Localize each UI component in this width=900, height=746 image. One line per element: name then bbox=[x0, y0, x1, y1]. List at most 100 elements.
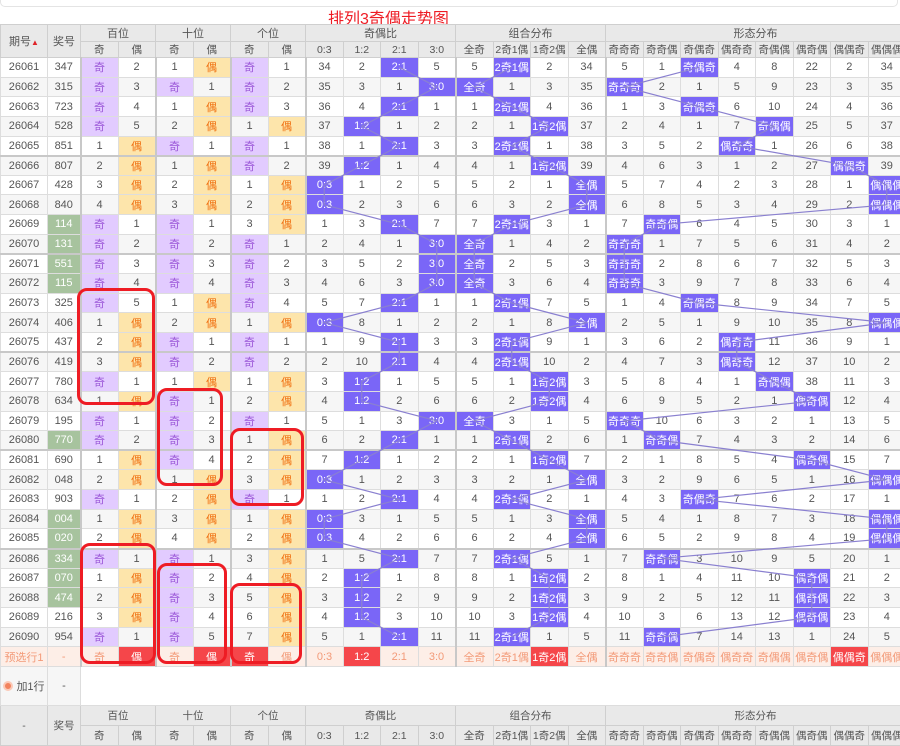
column-header[interactable]: 奇偶偶 bbox=[756, 726, 794, 746]
hit-cell: 0:3 bbox=[306, 470, 344, 490]
column-header[interactable]: 奇偶偶 bbox=[756, 42, 794, 58]
column-header[interactable]: 奇 bbox=[81, 42, 119, 58]
column-header[interactable]: 偶 bbox=[118, 726, 156, 746]
miss-count-cell: 2 bbox=[756, 411, 794, 431]
column-header[interactable]: 偶偶奇 bbox=[831, 42, 869, 58]
miss-count-cell: 34 bbox=[306, 58, 344, 78]
column-header[interactable]: 奇 bbox=[81, 726, 119, 746]
preselect-option[interactable]: 0:3 bbox=[306, 647, 344, 667]
annotation-box bbox=[80, 543, 156, 664]
issue-cell: 26079 bbox=[1, 411, 48, 431]
preselect-option[interactable]: 1:2 bbox=[343, 647, 381, 667]
miss-count-cell: 4 bbox=[568, 391, 606, 411]
number-cell: 419 bbox=[48, 352, 81, 372]
miss-count-cell: 2 bbox=[381, 529, 419, 549]
miss-count-cell: 4 bbox=[718, 215, 756, 235]
preselect-option[interactable]: 1奇2偶 bbox=[531, 647, 569, 667]
column-header[interactable]: 偶偶奇 bbox=[831, 726, 869, 746]
column-header[interactable]: 2:1 bbox=[381, 726, 419, 746]
column-header[interactable]: 0:3 bbox=[306, 726, 344, 746]
preselect-option[interactable]: 2:1 bbox=[381, 647, 419, 667]
preselect-option[interactable]: 偶奇奇 bbox=[718, 647, 756, 667]
column-header[interactable]: 1奇2偶 bbox=[531, 726, 569, 746]
preselect-option[interactable]: 3:0 bbox=[418, 647, 456, 667]
column-header[interactable]: 全偶 bbox=[568, 726, 606, 746]
column-header[interactable]: 全奇 bbox=[456, 42, 494, 58]
miss-count-cell: 18 bbox=[831, 509, 869, 529]
column-header[interactable]: 偶 bbox=[193, 42, 231, 58]
number-cell: 347 bbox=[48, 58, 81, 78]
preselect-option[interactable]: 偶偶偶 bbox=[868, 647, 900, 667]
column-header[interactable]: 偶 bbox=[268, 726, 306, 746]
issue-cell: 26071 bbox=[1, 254, 48, 274]
miss-count-cell: 2 bbox=[606, 313, 644, 333]
preselect-option[interactable]: 奇偶奇 bbox=[681, 647, 719, 667]
add-row-button[interactable]: 加1行 bbox=[1, 667, 48, 706]
column-header[interactable]: 奇 bbox=[231, 42, 269, 58]
hit-cell: 2奇1偶 bbox=[493, 215, 531, 235]
preselect-option[interactable]: 奇奇奇 bbox=[606, 647, 644, 667]
issue-header[interactable]: 期号▲ bbox=[1, 25, 48, 58]
column-header[interactable]: 奇 bbox=[231, 726, 269, 746]
column-header[interactable]: 2奇1偶 bbox=[493, 42, 531, 58]
miss-count-cell: 4 bbox=[606, 156, 644, 176]
preselect-option[interactable]: 2奇1偶 bbox=[493, 647, 531, 667]
sort-icon[interactable]: ▲ bbox=[31, 38, 39, 47]
miss-count-cell: 1 bbox=[643, 58, 681, 78]
column-header[interactable]: 偶奇奇 bbox=[718, 42, 756, 58]
preselect-option[interactable]: 偶奇偶 bbox=[793, 647, 831, 667]
hit-cell: 偶 bbox=[193, 175, 231, 195]
column-header[interactable]: 奇偶奇 bbox=[681, 726, 719, 746]
column-header[interactable]: 全偶 bbox=[568, 42, 606, 58]
preselect-option[interactable]: 奇奇偶 bbox=[643, 647, 681, 667]
miss-count-cell: 3 bbox=[681, 549, 719, 569]
column-header[interactable]: 全奇 bbox=[456, 726, 494, 746]
column-header[interactable]: 偶偶偶 bbox=[868, 726, 900, 746]
number-cell: 851 bbox=[48, 136, 81, 156]
preselect-label[interactable]: 预选行1 bbox=[1, 647, 48, 667]
column-header[interactable]: 2:1 bbox=[381, 42, 419, 58]
column-header[interactable]: 1:2 bbox=[343, 42, 381, 58]
miss-count-cell: 4 bbox=[118, 97, 156, 117]
column-header[interactable]: 1奇2偶 bbox=[531, 42, 569, 58]
hit-cell: 奇 bbox=[81, 431, 119, 451]
column-header[interactable]: 0:3 bbox=[306, 42, 344, 58]
column-header[interactable]: 偶奇偶 bbox=[793, 42, 831, 58]
column-header[interactable]: 3:0 bbox=[418, 726, 456, 746]
hit-cell: 全奇 bbox=[456, 234, 494, 254]
column-header[interactable]: 偶奇偶 bbox=[793, 726, 831, 746]
preselect-option[interactable]: 全奇 bbox=[456, 647, 494, 667]
column-header[interactable]: 奇奇奇 bbox=[606, 42, 644, 58]
hit-cell: 偶 bbox=[193, 529, 231, 549]
column-header[interactable]: 偶奇奇 bbox=[718, 726, 756, 746]
column-header[interactable]: 奇 bbox=[156, 726, 194, 746]
column-header[interactable]: 奇奇偶 bbox=[643, 726, 681, 746]
hit-cell: 奇 bbox=[231, 293, 269, 313]
group-header: 奇偶比 bbox=[306, 706, 456, 726]
miss-count-cell: 21 bbox=[831, 568, 869, 588]
preselect-option[interactable]: 奇偶偶 bbox=[756, 647, 794, 667]
miss-count-cell: 9 bbox=[456, 588, 494, 608]
column-header[interactable]: 2奇1偶 bbox=[493, 726, 531, 746]
column-header[interactable]: 1:2 bbox=[343, 726, 381, 746]
column-header[interactable]: 3:0 bbox=[418, 42, 456, 58]
miss-count-cell: 6 bbox=[643, 156, 681, 176]
hit-cell: 0:3 bbox=[306, 509, 344, 529]
miss-count-cell: 7 bbox=[681, 234, 719, 254]
column-header[interactable]: 偶 bbox=[118, 42, 156, 58]
preselect-option[interactable]: 全偶 bbox=[568, 647, 606, 667]
hit-cell: 1奇2偶 bbox=[531, 156, 569, 176]
hit-cell: 2奇1偶 bbox=[493, 293, 531, 313]
preselect-option[interactable]: 偶偶奇 bbox=[831, 647, 869, 667]
column-header[interactable]: 偶 bbox=[193, 726, 231, 746]
column-header[interactable]: 奇偶奇 bbox=[681, 42, 719, 58]
miss-count-cell: 3 bbox=[868, 254, 900, 274]
column-header[interactable]: 偶 bbox=[268, 42, 306, 58]
miss-count-cell: 27 bbox=[793, 156, 831, 176]
miss-count-cell: 1 bbox=[456, 293, 494, 313]
column-header[interactable]: 奇奇奇 bbox=[606, 726, 644, 746]
column-header[interactable]: 奇 bbox=[156, 42, 194, 58]
column-header[interactable]: 奇奇偶 bbox=[643, 42, 681, 58]
column-header[interactable]: 偶偶偶 bbox=[868, 42, 900, 58]
